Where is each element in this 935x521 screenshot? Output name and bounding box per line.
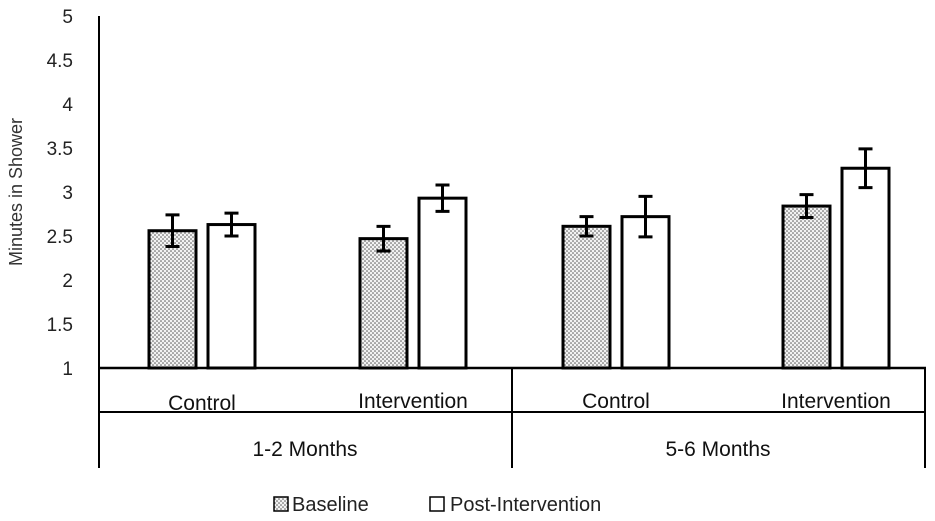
error-bar <box>376 224 391 253</box>
error-bar <box>799 193 814 220</box>
bar-baseline <box>781 204 832 370</box>
category-label: Intervention <box>781 390 891 413</box>
y-tick-labels: 1 1.5 2 2.5 3 3.5 4 4.5 5 <box>47 7 74 380</box>
group-label-5-6-months: 5-6 Months <box>665 438 770 461</box>
y-tick-label: 2 <box>62 271 73 292</box>
error-bar <box>858 147 873 190</box>
legend-swatch-post-intervention <box>429 496 445 512</box>
error-bars <box>165 147 873 253</box>
error-bar <box>435 183 450 213</box>
legend: Baseline Post-Intervention <box>273 494 601 516</box>
category-label: Intervention <box>358 390 468 413</box>
bar-post-intervention <box>620 215 671 370</box>
group-label-1-2-months: 1-2 Months <box>252 438 357 461</box>
bar-post-intervention <box>417 196 468 370</box>
y-axis-label: Minutes in Shower <box>6 118 26 266</box>
error-bar <box>165 213 180 249</box>
error-bar <box>638 194 653 239</box>
y-tick-label: 1.5 <box>47 315 73 336</box>
bar-baseline <box>147 229 198 370</box>
bar-post-intervention <box>840 166 891 370</box>
error-bar <box>579 215 594 238</box>
y-tick-label: 3 <box>62 183 73 204</box>
error-bar <box>224 211 239 238</box>
y-tick-label: 5 <box>62 7 73 28</box>
legend-swatch-baseline <box>273 496 289 512</box>
legend-label-baseline: Baseline <box>292 494 369 516</box>
category-label: Control <box>168 392 236 415</box>
y-tick-label: 4 <box>62 95 73 116</box>
y-tick-label: 1 <box>62 359 73 380</box>
legend-label-post-intervention: Post-Intervention <box>450 494 601 516</box>
bar-baseline <box>561 224 612 370</box>
y-tick-label: 3.5 <box>47 139 73 160</box>
y-tick-label: 4.5 <box>47 51 73 72</box>
bar-post-intervention <box>206 223 257 370</box>
category-label: Control <box>582 390 650 413</box>
bars <box>147 166 891 370</box>
bar-baseline <box>358 237 409 370</box>
y-tick-label: 2.5 <box>47 227 73 248</box>
